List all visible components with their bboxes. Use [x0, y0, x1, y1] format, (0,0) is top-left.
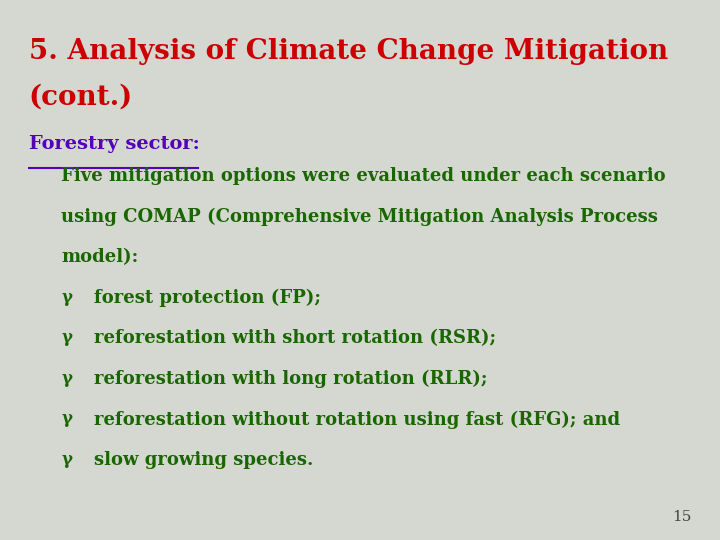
Text: (cont.): (cont.)	[29, 84, 133, 111]
Text: using COMAP (Comprehensive Mitigation Analysis Process: using COMAP (Comprehensive Mitigation An…	[61, 208, 658, 226]
Text: 15: 15	[672, 510, 691, 524]
Text: reforestation with long rotation (RLR);: reforestation with long rotation (RLR);	[94, 370, 487, 388]
Text: reforestation with short rotation (RSR);: reforestation with short rotation (RSR);	[94, 329, 496, 347]
Text: Five mitigation options were evaluated under each scenario: Five mitigation options were evaluated u…	[61, 167, 666, 185]
Text: γ: γ	[61, 329, 72, 346]
Text: γ: γ	[61, 370, 72, 387]
Text: γ: γ	[61, 410, 72, 427]
Text: Forestry sector:: Forestry sector:	[29, 135, 199, 153]
Text: model):: model):	[61, 248, 138, 266]
Text: forest protection (FP);: forest protection (FP);	[94, 289, 320, 307]
Text: γ: γ	[61, 451, 72, 468]
Text: 5. Analysis of Climate Change Mitigation: 5. Analysis of Climate Change Mitigation	[29, 38, 668, 65]
Text: γ: γ	[61, 289, 72, 306]
Text: slow growing species.: slow growing species.	[94, 451, 313, 469]
Text: reforestation without rotation using fast (RFG); and: reforestation without rotation using fas…	[94, 410, 620, 429]
